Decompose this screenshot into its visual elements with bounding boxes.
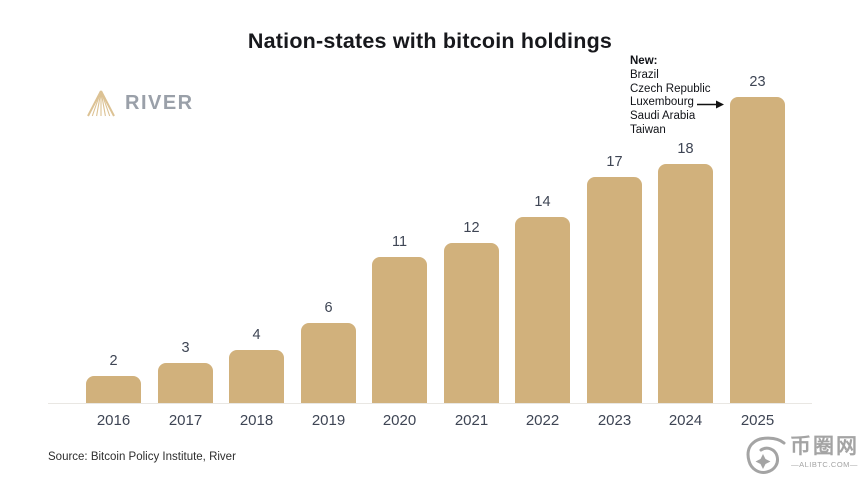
bar-2016 xyxy=(86,376,141,403)
bar-value-label: 14 xyxy=(534,194,551,210)
annotation-item: Taiwan xyxy=(630,123,666,136)
bar-value-label: 23 xyxy=(749,74,766,90)
bar-value-label: 6 xyxy=(324,300,333,316)
bar-value-label: 11 xyxy=(391,234,408,250)
x-axis-tick-label: 2020 xyxy=(382,412,417,429)
river-mountain-icon xyxy=(87,90,115,117)
x-axis-tick-label: 2016 xyxy=(96,412,131,429)
river-logo-text: RIVER xyxy=(125,91,194,114)
watermark-star xyxy=(755,454,771,469)
river-logo: RIVER xyxy=(84,88,194,118)
new-countries-annotation: New: Brazil Czech Republic Luxembourg Sa… xyxy=(630,55,711,138)
bar-value-label: 17 xyxy=(606,154,623,170)
x-axis-tick-label: 2019 xyxy=(311,412,346,429)
bar-2022 xyxy=(515,217,570,403)
annotation-item: Brazil xyxy=(630,68,659,81)
bar-2018 xyxy=(229,350,284,403)
chart-title: Nation-states with bitcoin holdings xyxy=(247,29,613,53)
bar-2017 xyxy=(158,363,213,403)
watermark-dragon-icon xyxy=(746,436,786,474)
annotation-heading: New: xyxy=(630,55,658,67)
bar-2019 xyxy=(301,323,356,403)
x-axis-tick-label: 2023 xyxy=(597,412,632,429)
annotation-item: Luxembourg xyxy=(630,96,694,109)
x-axis-tick-label: 2025 xyxy=(740,412,775,429)
bar-value-label: 4 xyxy=(252,327,261,343)
bar-2025 xyxy=(730,97,785,403)
annotation-arrow-icon xyxy=(697,100,724,109)
x-axis-line xyxy=(48,403,812,404)
bar-2024 xyxy=(658,164,713,403)
bar-2021 xyxy=(444,243,499,403)
x-axis-tick-label: 2017 xyxy=(168,412,203,429)
x-axis-tick-label: 2021 xyxy=(454,412,489,429)
watermark: 币圈网 —ALIBTC.COM— xyxy=(744,434,859,478)
x-axis-tick-label: 2022 xyxy=(525,412,560,429)
watermark-domain-text: —ALIBTC.COM— xyxy=(791,460,858,469)
bar-value-label: 12 xyxy=(463,220,480,236)
annotation-item: Saudi Arabia xyxy=(630,110,696,123)
bar-2020 xyxy=(372,257,427,403)
bar-value-label: 18 xyxy=(677,141,694,157)
x-axis-tick-label: 2024 xyxy=(668,412,703,429)
bar-2023 xyxy=(587,177,642,403)
watermark-chinese-text: 币圈网 xyxy=(790,435,859,458)
annotation-item: Czech Republic xyxy=(630,82,711,95)
bar-value-label: 3 xyxy=(181,340,190,356)
source-note: Source: Bitcoin Policy Institute, River xyxy=(48,451,236,463)
bar-value-label: 2 xyxy=(109,353,118,369)
x-axis-tick-label: 2018 xyxy=(239,412,274,429)
